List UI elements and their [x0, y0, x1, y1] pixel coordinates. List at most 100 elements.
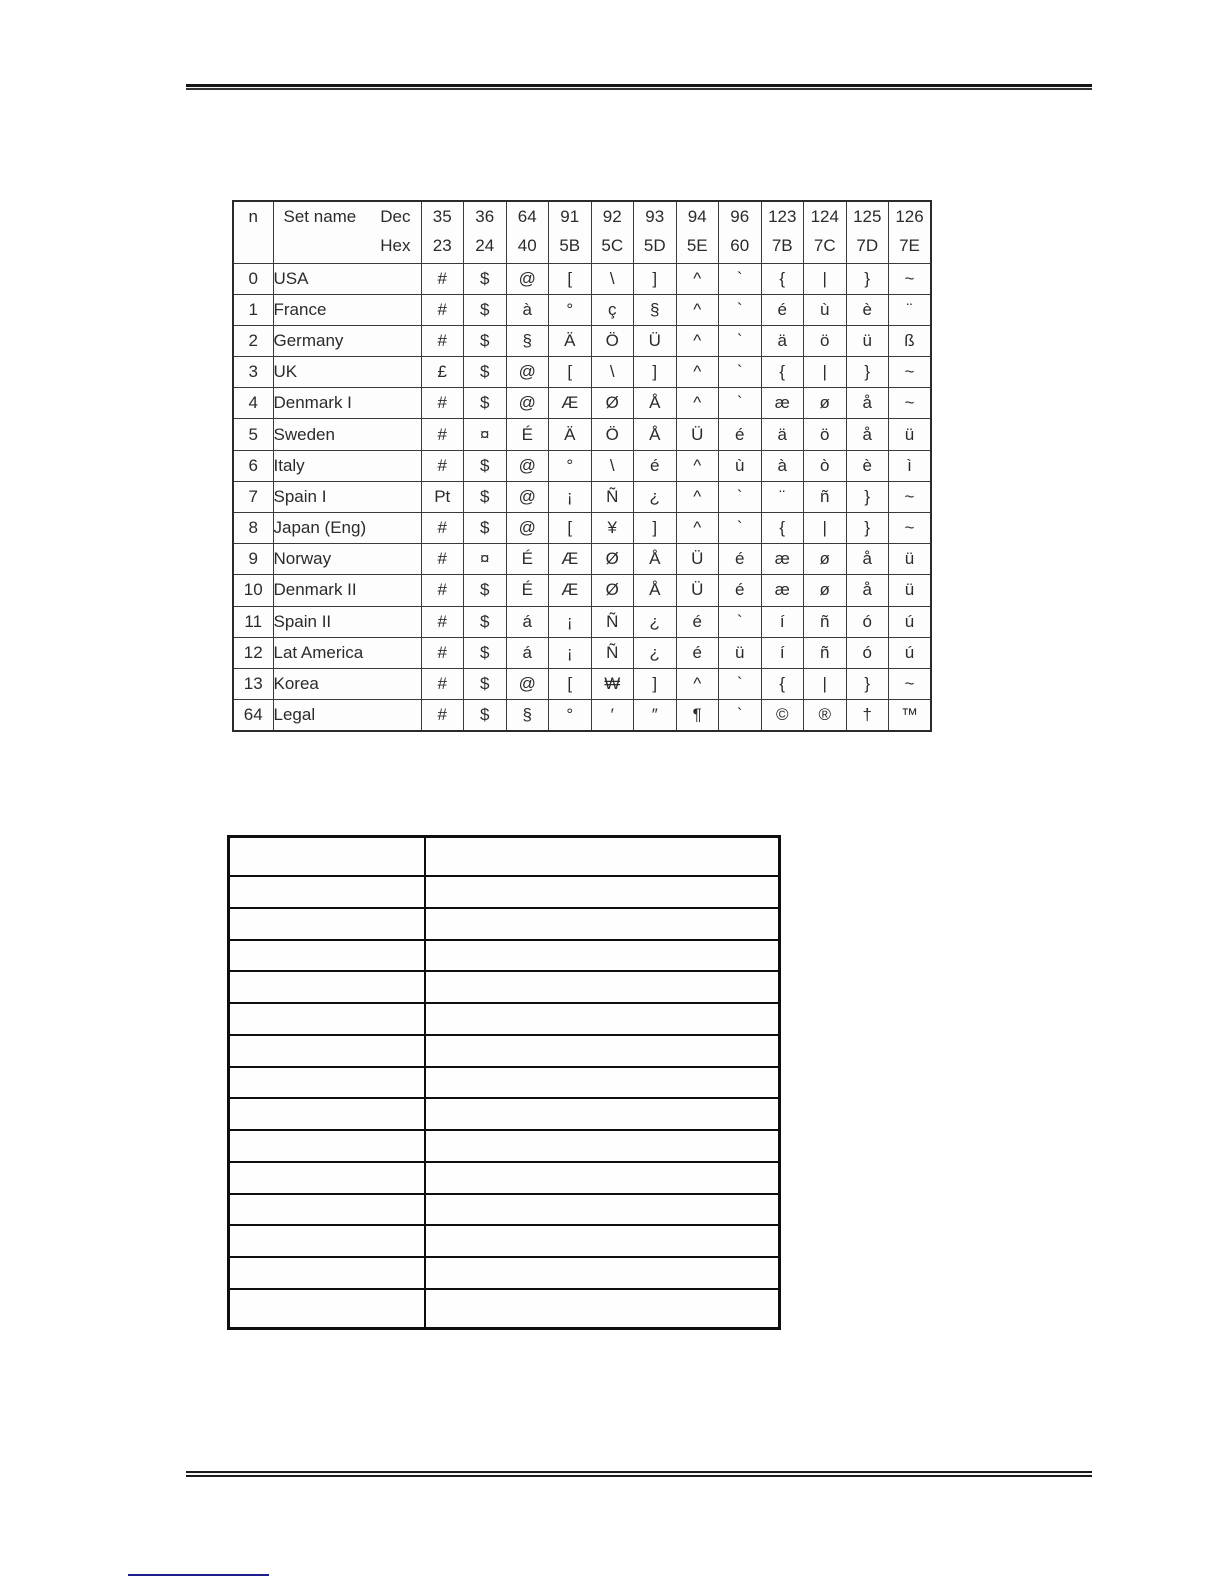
- charset-char-cell: °: [548, 293, 592, 326]
- empty-table-row: [227, 1002, 781, 1036]
- hex-label: Hex: [380, 236, 411, 255]
- charset-char-cell: Ä: [548, 324, 592, 358]
- empty-cell: [227, 938, 426, 973]
- charset-char-cell: #: [420, 418, 464, 451]
- empty-cell: [423, 906, 781, 941]
- header-code-column: 92 5C: [590, 200, 634, 264]
- charset-char-cell: `: [718, 293, 762, 326]
- charset-char-cell: ä: [760, 418, 804, 451]
- code-dec: 35: [432, 207, 452, 226]
- empty-table-row: [227, 970, 781, 1005]
- charset-char-cell: #: [420, 605, 464, 638]
- charset-char-cell: #: [420, 324, 464, 358]
- empty-table-row: [227, 1160, 781, 1195]
- empty-cell: [423, 835, 781, 878]
- charset-char-cell: {: [760, 667, 804, 701]
- footer-link-underline[interactable]: [128, 1574, 269, 1576]
- charset-char-cell: [: [548, 262, 592, 295]
- charset-char-cell: ~: [888, 667, 932, 701]
- empty-cell: [227, 970, 426, 1005]
- charset-char-cell: é: [718, 418, 762, 451]
- charset-char-cell: [: [548, 356, 592, 389]
- set-name: Denmark I: [272, 387, 422, 420]
- charset-char-cell: é: [718, 543, 762, 576]
- charset-char-cell: $: [463, 480, 507, 514]
- header-rule: [186, 84, 1092, 91]
- set-number: 2: [232, 324, 274, 358]
- header-code-column: 94 5E: [675, 200, 719, 264]
- charset-char-cell: É: [505, 543, 549, 576]
- charset-char-cell: ç: [590, 293, 634, 326]
- charset-char-cell: #: [420, 543, 464, 576]
- charset-char-cell: $: [463, 574, 507, 607]
- set-name: Korea: [272, 667, 422, 701]
- charset-char-cell: í: [760, 605, 804, 638]
- empty-cell: [423, 1255, 781, 1290]
- charset-char-cell: Ö: [590, 324, 634, 358]
- charset-char-cell: ^: [675, 511, 719, 545]
- charset-char-cell: é: [718, 574, 762, 607]
- charset-char-cell: í: [760, 636, 804, 669]
- set-name: Germany: [272, 324, 422, 358]
- charset-char-cell: ö: [803, 324, 847, 358]
- charset-char-cell: ~: [888, 262, 932, 295]
- charset-row-france: 1 France # $ à ° ç § ^ ` é ù è ¨: [232, 293, 932, 326]
- charset-char-cell: ©: [760, 699, 804, 732]
- code-dec: 64: [517, 207, 537, 226]
- empty-cell: [423, 1033, 781, 1068]
- charset-char-cell: \: [590, 449, 634, 482]
- empty-table-row: [227, 1097, 781, 1132]
- charset-char-cell: Æ: [548, 387, 592, 420]
- set-number: 13: [232, 667, 274, 701]
- charset-row-japan-eng-: 8 Japan (Eng) # $ @[¥] ^ `{|} ~: [232, 511, 932, 545]
- code-hex: 7C: [813, 236, 836, 255]
- charset-char-cell: @: [505, 667, 549, 701]
- empty-table-row: [227, 1287, 781, 1330]
- charset-char-cell: ¿: [633, 605, 677, 638]
- charset-char-cell: Ø: [590, 574, 634, 607]
- code-dec: 92: [602, 207, 622, 226]
- code-hex: 5D: [643, 236, 666, 255]
- charset-char-cell: ü: [888, 418, 932, 451]
- charset-char-cell: Ü: [675, 574, 719, 607]
- empty-cell: [423, 1097, 781, 1132]
- header-code-column: 126 7E: [888, 200, 932, 264]
- charset-char-cell: é: [760, 293, 804, 326]
- set-name: Lat America: [272, 636, 422, 669]
- empty-table-row: [227, 938, 781, 973]
- set-number: 6: [232, 449, 274, 482]
- charset-char-cell: @: [505, 262, 549, 295]
- empty-table: [227, 835, 781, 1330]
- code-dec: 124: [810, 207, 839, 226]
- charset-char-cell: ü: [845, 324, 889, 358]
- charset-char-cell: ¤: [463, 543, 507, 576]
- charset-char-cell: }: [845, 480, 889, 514]
- charset-char-cell: †: [845, 699, 889, 732]
- empty-cell: [423, 1065, 781, 1100]
- set-number: 1: [232, 293, 274, 326]
- charset-char-cell: Ñ: [590, 480, 634, 514]
- code-hex: 7E: [899, 236, 920, 255]
- charset-char-cell: ¥: [590, 511, 634, 545]
- charset-row-denmark-i: 4 Denmark I # $ @ Æ Ø Å ^ ` æ ø å ~: [232, 387, 932, 420]
- charset-char-cell: æ: [760, 387, 804, 420]
- charset-char-cell: §: [505, 699, 549, 732]
- charset-char-cell: |: [803, 667, 847, 701]
- empty-cell: [423, 1287, 781, 1330]
- set-name: Denmark II: [272, 574, 422, 607]
- charset-char-cell: Ü: [675, 418, 719, 451]
- charset-char-cell: °: [548, 449, 592, 482]
- charset-char-cell: [: [548, 511, 592, 545]
- charset-char-cell: å: [845, 387, 889, 420]
- charset-row-spain-ii: 11 Spain II # $ á ¡ Ñ ¿ é ` í ñ ó ú: [232, 605, 932, 638]
- charset-char-cell: #: [420, 387, 464, 420]
- charset-char-cell: `: [718, 511, 762, 545]
- charset-char-cell: é: [633, 449, 677, 482]
- charset-char-cell: é: [675, 636, 719, 669]
- charset-char-cell: ó: [845, 636, 889, 669]
- code-hex: 7D: [856, 236, 879, 255]
- header-code-column: 124 7C: [803, 200, 847, 264]
- set-number: 12: [232, 636, 274, 669]
- charset-char-cell: ^: [675, 387, 719, 420]
